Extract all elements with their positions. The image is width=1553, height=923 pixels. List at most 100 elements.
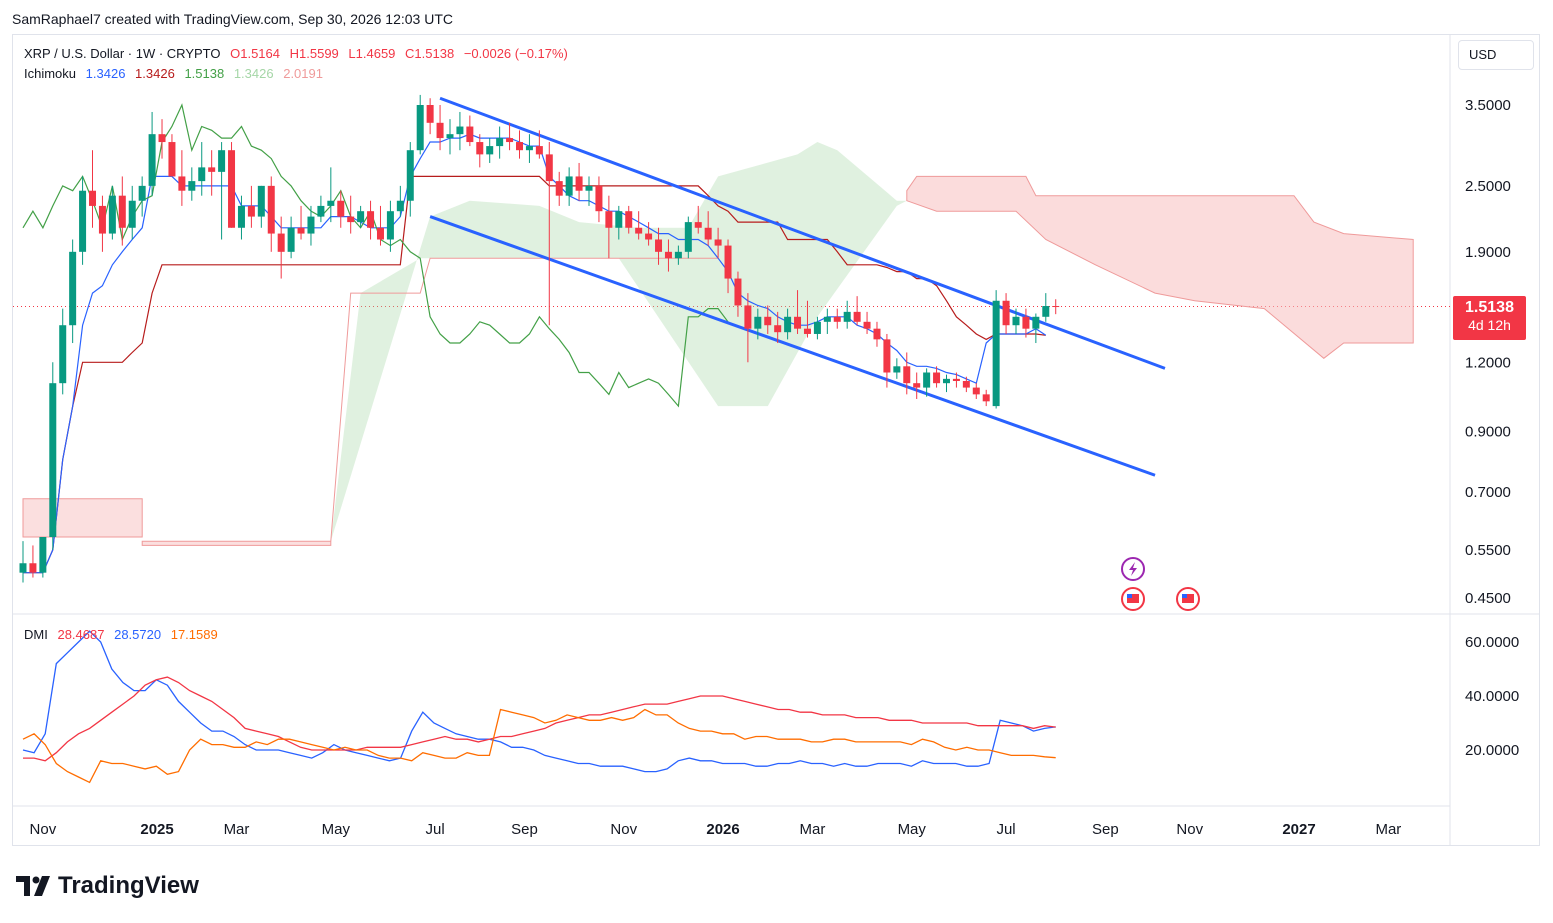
candle-body: [516, 142, 523, 151]
candle: [813, 316, 821, 340]
candle: [545, 142, 553, 326]
candle-body: [247, 205, 255, 217]
candle-body: [98, 205, 106, 234]
tradingview-logo[interactable]: TradingView: [16, 872, 199, 900]
candle-body: [108, 195, 116, 234]
symbol-name[interactable]: XRP / U.S. Dollar · 1W · CRYPTO: [24, 46, 221, 61]
candle-body: [307, 216, 315, 234]
candle: [29, 545, 37, 578]
candle: [237, 195, 245, 240]
ichimoku-cloud: [22, 142, 1414, 546]
candle: [803, 300, 811, 338]
candle: [297, 205, 305, 240]
candle-body: [506, 138, 514, 143]
candle: [823, 308, 831, 334]
candle: [724, 239, 732, 294]
candle-body: [794, 316, 802, 329]
time-tick-label: Sep: [511, 821, 538, 838]
candle: [39, 537, 47, 578]
time-tick-label: Nov: [30, 821, 57, 838]
candle-body: [823, 316, 831, 322]
candle: [714, 227, 722, 259]
candle-body: [208, 167, 216, 172]
us-flag-event-icon[interactable]: [1121, 587, 1145, 611]
candle: [327, 167, 335, 223]
lightning-event-icon[interactable]: [1121, 557, 1145, 581]
candle: [406, 142, 414, 217]
candle-body: [724, 245, 732, 279]
candle-body: [714, 239, 722, 246]
candle: [496, 126, 504, 159]
candle: [645, 222, 653, 246]
time-tick-label: May: [322, 821, 351, 838]
ichimoku-cloud-bull: [330, 142, 907, 542]
candle-body: [873, 328, 881, 340]
candle-body: [1052, 306, 1060, 308]
price-tick-label: 1.9000: [1465, 244, 1511, 261]
candles: [19, 94, 1060, 583]
symbol-legend: XRP / U.S. Dollar · 1W · CRYPTO O1.5164 …: [24, 46, 574, 61]
us-flag-event-icon[interactable]: [1176, 587, 1200, 611]
candle: [337, 190, 345, 228]
candle-body: [843, 311, 851, 322]
channel-lower-line: [429, 215, 1156, 477]
candle: [962, 376, 970, 393]
time-tick-label: Mar: [224, 821, 250, 838]
candle: [347, 195, 355, 234]
candle: [992, 290, 1000, 409]
currency-button[interactable]: USD: [1458, 40, 1534, 70]
candle-body: [69, 251, 77, 326]
candle: [257, 185, 265, 228]
time-tick-label: 2027: [1282, 821, 1315, 838]
candle-body: [734, 278, 742, 306]
candle: [595, 176, 603, 223]
low-value: L1.4659: [348, 46, 396, 61]
candle-body: [118, 195, 126, 228]
candle-body: [992, 300, 1000, 407]
price-tick-label: 3.5000: [1465, 97, 1511, 114]
candle-body: [1002, 300, 1010, 326]
candle: [456, 111, 464, 151]
candle-body: [525, 146, 533, 151]
time-tick-label: 2025: [140, 821, 173, 838]
candle-body: [49, 383, 57, 538]
close-value: C1.5138: [405, 46, 455, 61]
candle-body: [883, 339, 891, 373]
candle: [1032, 313, 1040, 344]
ichimoku-label[interactable]: Ichimoku: [24, 66, 77, 81]
candle-body: [396, 200, 404, 212]
candle: [744, 293, 752, 363]
candle-body: [436, 122, 444, 139]
candle-body: [684, 222, 692, 252]
candle: [833, 308, 841, 329]
time-tick-label: Jul: [996, 821, 1015, 838]
candle: [416, 94, 424, 155]
candle: [277, 216, 285, 279]
dmi-tick-label: 60.0000: [1465, 634, 1519, 651]
time-tick-label: Mar: [800, 821, 826, 838]
ichimoku-lagging-value: 1.5138: [184, 66, 225, 81]
candle-body: [337, 200, 345, 217]
candle-body: [297, 227, 305, 234]
candle-body: [1012, 316, 1020, 326]
dmi-tick-label: 20.0000: [1465, 742, 1519, 759]
ichimoku-conversion-value: 1.3426: [85, 66, 126, 81]
candle-body: [277, 233, 285, 252]
candle: [168, 134, 176, 177]
candle: [933, 366, 941, 388]
candle: [486, 138, 494, 163]
candle-body: [376, 227, 384, 240]
candle: [615, 205, 623, 240]
candle-body: [416, 105, 424, 151]
price-tick-label: 0.4500: [1465, 590, 1511, 607]
candle-body: [158, 134, 166, 143]
last-price-tag: 1.5138 4d 12h: [1453, 296, 1526, 340]
candle: [138, 176, 146, 217]
candle: [873, 321, 881, 347]
candle: [1012, 308, 1020, 334]
candle: [942, 374, 950, 393]
dmi-label[interactable]: DMI: [24, 627, 48, 642]
candle: [89, 150, 97, 228]
candle: [386, 200, 394, 252]
